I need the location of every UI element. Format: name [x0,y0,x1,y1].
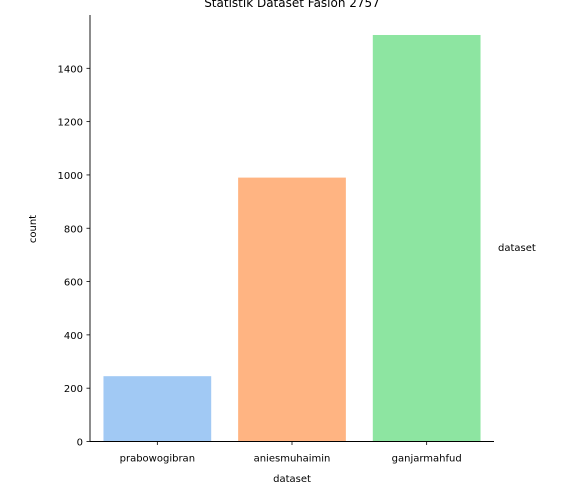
y-tick-label: 1000 [58,171,83,182]
y-tick-label: 1200 [58,118,83,129]
bar-aniesmuhaimin [238,177,346,442]
chart-title: Statistik Dataset Fasion 2757 [204,0,380,10]
y-tick-label: 1400 [58,64,83,75]
legend-title: dataset [498,243,536,254]
y-tick-label: 200 [64,384,83,395]
bar-ganjarmahfud [372,34,481,442]
y-tick-label: 400 [64,331,83,342]
y-axis-label: count [28,215,39,243]
x-tick-label: prabowogibran [120,454,195,465]
bar-prabowogibran [103,376,212,442]
y-tick-label: 600 [64,278,83,289]
x-axis-label: dataset [273,474,311,485]
x-tick-label: aniesmuhaimin [254,454,331,465]
x-tick-label: ganjarmahfud [392,454,462,465]
y-tick-label: 0 [77,438,83,449]
y-tick-label: 800 [64,224,83,235]
